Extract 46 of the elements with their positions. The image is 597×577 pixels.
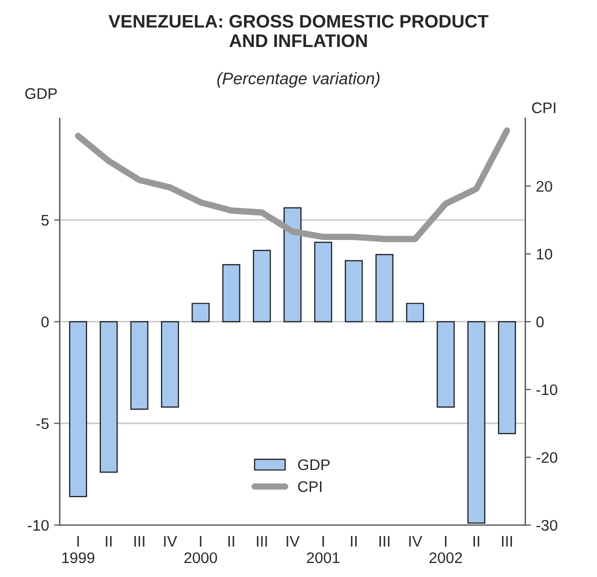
x-tick-label: I 2000 [184, 536, 218, 564]
x-tick-label: II [350, 536, 357, 547]
x-tick-label: II [106, 536, 112, 547]
bar [284, 207, 302, 322]
y-axis-title: GDP [25, 88, 57, 99]
bar [344, 260, 363, 322]
legend-label: GDP [298, 459, 330, 470]
bar [192, 302, 210, 322]
bar [406, 302, 424, 322]
y2-tick-label: -30 [536, 520, 558, 531]
bar [498, 321, 516, 434]
x-tick-label: II [228, 536, 234, 547]
x-tick-label: I 2002 [429, 536, 462, 564]
x-tick-label: IV [409, 536, 422, 547]
chart-subtitle: (Percentage variation) [217, 72, 380, 88]
bar [252, 250, 271, 322]
bar [161, 321, 179, 408]
bar [436, 321, 455, 408]
x-tick-label: III [502, 536, 512, 547]
bar [69, 321, 88, 498]
y-tick-label: -10 [28, 520, 49, 531]
y2-axis-title: CPI [532, 102, 556, 114]
bar [375, 254, 394, 322]
x-tick-label: III [134, 536, 144, 547]
x-tick-label: III [379, 536, 390, 547]
bar [100, 321, 118, 473]
bar [130, 321, 148, 410]
x-tick-label: I 1999 [62, 536, 94, 564]
legend-label: CPI [298, 481, 322, 492]
y2-tick-label: -10 [536, 384, 558, 396]
y2-tick-label: 0 [536, 316, 544, 328]
y2-tick-label: 10 [536, 248, 552, 260]
y-tick-label: 0 [41, 316, 49, 328]
x-tick-label: III [256, 536, 267, 547]
y-tick-label: -5 [36, 418, 49, 430]
x-tick-label: IV [164, 536, 178, 547]
y-tick-label: 5 [41, 215, 49, 226]
y2-tick-label: 20 [536, 180, 552, 192]
chart-title: VENEZUELA: GROSS DOMESTIC PRODUCT AND INFLATION [108, 14, 488, 48]
y2-tick-label: -20 [536, 452, 558, 463]
x-tick-label: II [474, 536, 480, 547]
bar [222, 264, 240, 322]
x-tick-label: I 2001 [306, 536, 340, 564]
bar [467, 321, 486, 524]
bar [314, 242, 332, 322]
x-tick-label: IV [286, 536, 300, 547]
